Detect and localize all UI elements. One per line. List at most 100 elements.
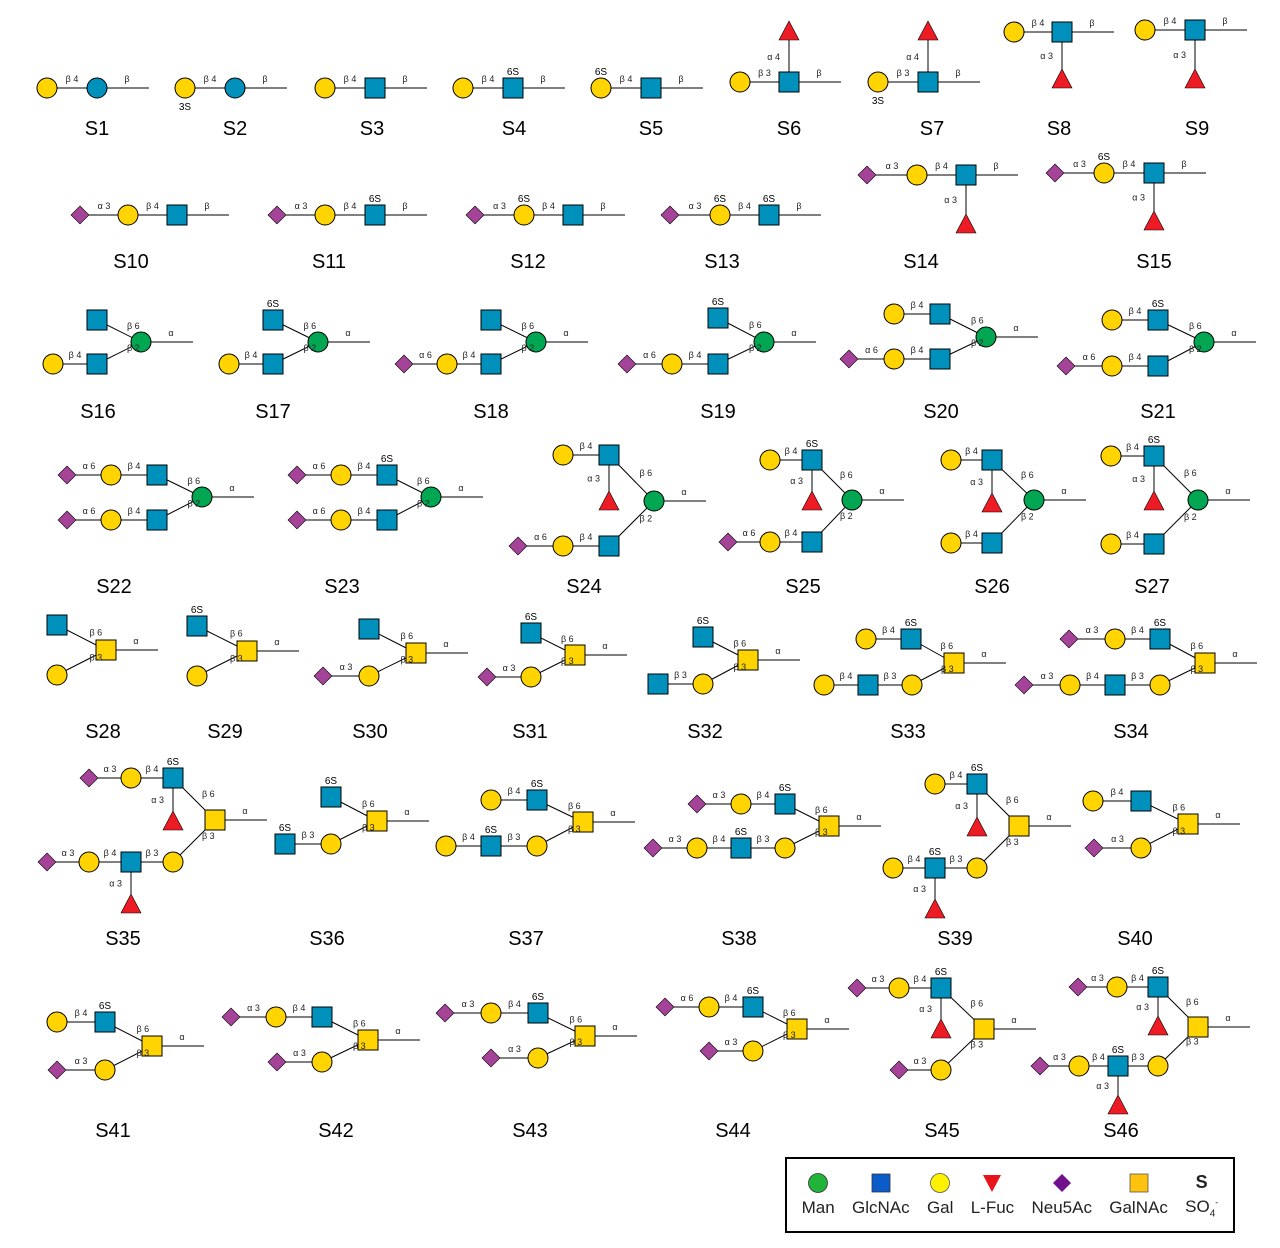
gal-circle-icon (774, 837, 796, 859)
glcnac-square-icon (1143, 162, 1165, 184)
sulfate-label: 6S (1112, 1045, 1125, 1056)
linkage-label: β 6 (734, 639, 747, 649)
fuc-triangle-icon (778, 20, 800, 41)
neu5ac-diamond-icon (267, 205, 287, 225)
legend-label: L-Fuc (970, 1198, 1015, 1217)
sulfate-label: 6S (267, 299, 280, 310)
linkage-label: α (242, 806, 247, 816)
linkage-label: β 4 (1131, 625, 1144, 635)
orange-square-icon (1129, 1173, 1148, 1193)
galnac-square-icon (1177, 813, 1199, 835)
linkage-label: β 4 (911, 300, 924, 310)
glcnac-square-icon (1147, 976, 1169, 998)
glycan-structure-s37: α β 6 6S β 4 β 3 β 3 6S β 4 S37 (435, 779, 635, 950)
linkage-label: β 3 (1131, 671, 1144, 681)
linkage-label: α (1011, 1015, 1016, 1025)
gal-circle-icon (94, 1059, 116, 1081)
structure-label: S36 (309, 928, 345, 950)
linkage-label: β 4 (580, 441, 593, 451)
linkage-label: α 3 (669, 834, 682, 844)
linkage-label: α 3 (493, 201, 506, 211)
gal-circle-icon (1106, 976, 1128, 998)
gal-circle-icon (924, 773, 946, 795)
glycan-structure-s33: α β 6 6S β 4 β 3 β 3 β 4 S33 (813, 618, 1006, 743)
linkage-label: α 3 (1041, 671, 1054, 681)
glycan-structure-s41: α β 6 6S β 4 β 3 α 3 S41 (46, 1001, 204, 1142)
linkage-label: β 4 (75, 1008, 88, 1018)
gal-circle-icon (480, 789, 502, 811)
gal-circle-icon (480, 1002, 502, 1024)
blue-square-icon (871, 1173, 891, 1193)
linkage-label: α 3 (914, 1056, 927, 1066)
structure-label: S43 (512, 1120, 548, 1142)
structure-label: S31 (512, 721, 548, 743)
man-circle-icon (643, 490, 665, 512)
glcnac-square-icon (1184, 19, 1206, 41)
linkage-label: α (612, 1022, 617, 1032)
linkage-label: α 3 (462, 999, 475, 1009)
linkage-label: β 4 (344, 201, 357, 211)
glcnac-square-icon (364, 77, 386, 99)
linkage-label: α 3 (295, 201, 308, 211)
neu5ac-diamond-icon (481, 1048, 501, 1068)
linkage-label: β 4 (965, 529, 978, 539)
gal-circle-icon (730, 793, 752, 815)
galnac-square-icon (357, 1029, 379, 1051)
neu5ac-diamond-icon (57, 465, 77, 485)
glcnac-square-icon (900, 628, 922, 650)
legend-label: GalNAc (1109, 1198, 1168, 1217)
gal-circle-icon (311, 1051, 333, 1073)
gal-circle-icon (906, 164, 928, 186)
linkage-label: α 3 (587, 474, 600, 484)
glycan-structure-s32: α β 6 6S β 3 β 3 S32 (647, 616, 800, 743)
linkage-label: β 3 (950, 854, 963, 864)
linkage-label: β 4 (785, 446, 798, 456)
gal-circle-icon (742, 1040, 764, 1062)
linkage-label: β 6 (362, 799, 375, 809)
galnac-square-icon (204, 809, 226, 831)
linkage-label: β 2 (971, 338, 984, 348)
gal-circle-icon (120, 767, 142, 789)
glcnac-square-icon (1130, 790, 1152, 812)
linkage-label: α (1232, 649, 1237, 659)
linkage-label: β (204, 201, 209, 211)
structure-label: S25 (785, 576, 821, 598)
linkage-label: β 2 (522, 343, 535, 353)
glcnac-square-icon (917, 71, 939, 93)
linkage-label: β 3 (561, 656, 574, 666)
glycan-structure-s39: α β 6 6S β 4 α 3 β 3 β 3 6S β 4 α 3 S39 (882, 763, 1071, 950)
fuc-triangle-icon (924, 898, 946, 919)
green-circle-icon (808, 1173, 829, 1193)
glcnac-square-icon (86, 309, 108, 331)
glycan-structure-s6: β β 3 α 4 S6 (729, 20, 841, 140)
galnac-square-icon (141, 1035, 163, 1057)
linkage-label: β 6 (188, 476, 201, 486)
glcnac-square-icon (929, 303, 951, 325)
glycan-structure-s40: α β 6 β 4 β 3 α 3 S40 (1082, 787, 1240, 950)
galnac-square-icon (818, 815, 840, 837)
structure-label: S9 (1185, 118, 1209, 140)
glcnac-square-icon (1104, 674, 1126, 696)
linkage-label: β 6 (561, 634, 574, 644)
linkage-label: α 3 (75, 1056, 88, 1066)
linkage-label: β 4 (104, 848, 117, 858)
fuc-triangle-icon (1143, 210, 1165, 231)
galnac-square-icon (1008, 815, 1030, 837)
linkage-label: β 3 (302, 830, 315, 840)
glcnac-square-icon (730, 837, 752, 859)
glycan-structure-s23: α β 6 6S β 4 α 6 β 2 β 4 α 6 S23 (287, 454, 483, 598)
gal-circle-icon (883, 303, 905, 325)
linkage-label: β 6 (1191, 641, 1204, 651)
linkage-label: β (402, 74, 407, 84)
glycan-structure-s36: α β 6 6S β 3 β 3 6S S36 (274, 776, 429, 950)
glcnac-square-icon (801, 449, 823, 471)
glcnac-square-icon (162, 767, 184, 789)
linkage-label: β 4 (965, 446, 978, 456)
linkage-label: α 3 (725, 1037, 738, 1047)
gal-circle-icon (930, 1059, 952, 1081)
red-triangle-icon (983, 1175, 1002, 1192)
gal-circle-icon (78, 851, 100, 873)
linkage-label: α (274, 637, 279, 647)
sulfate-label: 6S (191, 605, 204, 616)
linkage-label: β 4 (950, 770, 963, 780)
